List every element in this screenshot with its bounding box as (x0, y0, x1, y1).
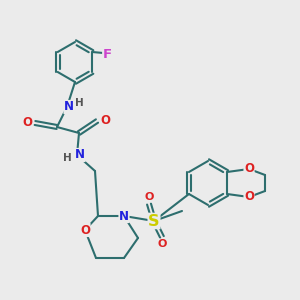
Text: F: F (103, 47, 112, 61)
Text: N: N (75, 148, 85, 161)
Text: O: O (22, 116, 32, 130)
Text: O: O (244, 163, 254, 176)
Text: O: O (157, 239, 167, 249)
Text: H: H (63, 153, 71, 163)
Text: N: N (64, 100, 74, 113)
Text: S: S (148, 214, 160, 229)
Text: N: N (119, 209, 129, 223)
Text: O: O (100, 115, 110, 128)
Text: O: O (144, 192, 154, 202)
Text: O: O (244, 190, 254, 203)
Text: O: O (80, 224, 90, 236)
Text: H: H (75, 98, 83, 108)
